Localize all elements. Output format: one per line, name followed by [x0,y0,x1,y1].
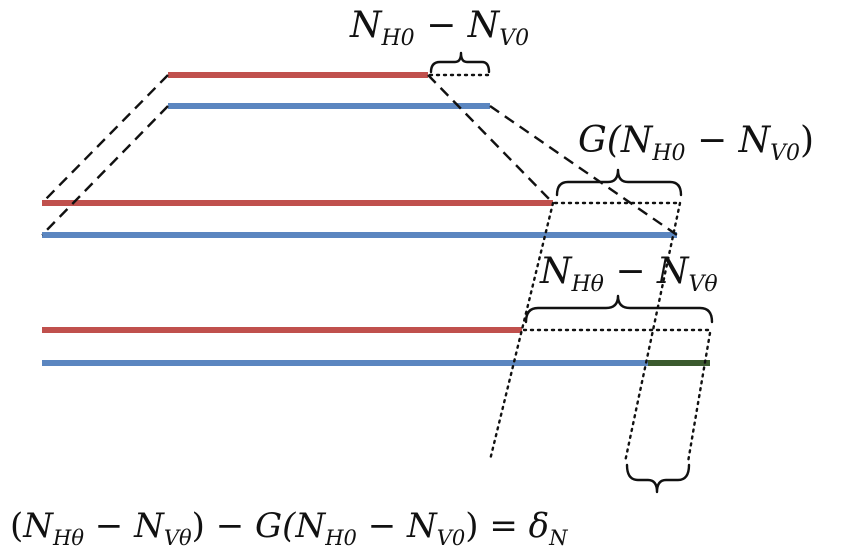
eq-n1: N [22,506,54,546]
dotted-vertical-right [686,331,712,464]
lower-label-op: − [604,251,657,292]
lower-label-sub1: Hθ [571,272,604,297]
middle-label-op: − [686,120,739,161]
eq-op3: − [357,506,407,546]
bottom-brace [625,463,691,494]
eq-sub2: Vθ [164,526,192,550]
eq-equals: = [479,506,529,546]
middle-label-n2: N [738,120,772,161]
lower-label-n1: N [539,251,573,292]
middle-label-sub2: V0 [770,141,800,166]
eq-n2: N [133,506,165,546]
equation-label: (NHθ − NVθ) − G(NH0 − NV0) = δN [10,506,568,550]
top-label-op: − [415,5,468,46]
dashed-right-blue [489,105,678,236]
eq-open1: ( [10,506,23,546]
eq-delta: δ [529,506,549,546]
middle-label: G(NH0 − NV0) [578,120,814,166]
lower-label: NHθ − NVθ [539,251,718,297]
top-brace [429,51,491,74]
eq-close2: ) [465,506,478,546]
eq-sub1: Hθ [52,526,84,550]
lower-label-sub2: Vθ [689,272,718,297]
eq-op2: − G( [205,506,296,546]
top-label-n2: N [467,5,501,46]
lower-label-n2: N [656,251,690,292]
middle-label-close: ) [800,120,814,161]
dashed-right-red [427,74,554,204]
middle-label-n1: N [620,120,654,161]
eq-sub3: H0 [324,526,357,550]
lower-brace [524,294,714,324]
top-label-sub1: H0 [381,26,415,51]
eq-n3: N [294,506,326,546]
middle-brace [555,168,683,197]
dashed-left-blue [41,105,169,236]
eq-sub4: V0 [437,526,466,550]
middle-label-sub1: H0 [651,141,685,166]
dotted-diagonal-right [623,201,682,464]
eq-op1: − [84,506,134,546]
top-label-n1: N [349,5,383,46]
dashed-left-red [41,74,169,204]
eq-sub5: N [548,526,568,550]
eq-close1: ) [192,506,205,546]
eq-n4: N [406,506,438,546]
dotted-diagonal-left [488,201,555,462]
top-label: NH0 − NV0 [349,5,529,51]
middle-label-g: G( [578,120,622,161]
top-label-sub2: V0 [499,26,529,51]
